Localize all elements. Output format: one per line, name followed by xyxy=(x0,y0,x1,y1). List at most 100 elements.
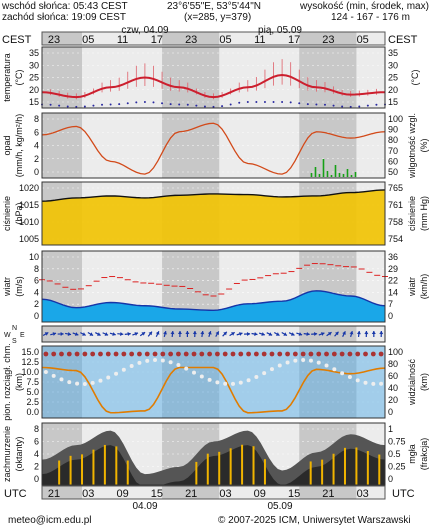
cloud-top-dot xyxy=(113,351,119,357)
rain-bar xyxy=(342,174,345,177)
cloud-top-dot xyxy=(370,351,376,357)
fog-bar xyxy=(126,460,129,485)
bottom-hour-tick: 09 xyxy=(116,488,128,500)
wind-arrow xyxy=(266,332,273,336)
zone-left-label: CEST xyxy=(2,34,32,46)
cloud-mid-dot xyxy=(59,377,64,382)
right-axis-unit: (km) xyxy=(419,373,429,391)
cloud-top-dot xyxy=(261,351,267,357)
rain-bar xyxy=(354,172,357,177)
dew-point-dot xyxy=(212,105,215,108)
bottom-hour-tick: 21 xyxy=(48,488,60,500)
wind-arrow xyxy=(244,332,251,336)
panel-1-night-band xyxy=(162,113,220,178)
dew-point-dot xyxy=(332,104,335,107)
wind-arrow-head xyxy=(290,332,295,336)
top-time-strip-night-band xyxy=(299,32,357,45)
wind-arrow xyxy=(229,331,236,337)
pressure-area xyxy=(42,189,385,245)
right-axis-tick: 36 xyxy=(388,252,398,262)
rain-bar xyxy=(318,174,321,177)
dew-point-dot xyxy=(366,104,369,107)
wind-arrow-head xyxy=(44,332,49,336)
cloud-top-dot xyxy=(355,351,361,357)
left-axis-tick: 15.0 xyxy=(21,347,39,357)
dew-point-dot xyxy=(161,102,164,105)
wind-arrow-head xyxy=(275,332,280,336)
fog-bar xyxy=(366,451,369,485)
cloud-top-dot xyxy=(121,351,127,357)
dew-point-dot xyxy=(178,103,181,106)
fog-bar xyxy=(92,449,95,485)
dew-point-dot xyxy=(101,103,104,106)
dew-point-dot xyxy=(246,101,249,103)
cloud-mid-dot xyxy=(308,358,313,363)
pressure-line xyxy=(41,189,386,202)
wind-arrow-head xyxy=(185,331,190,335)
cloud-top-dot xyxy=(339,351,345,357)
footer-email[interactable]: meteo@icm.edu.pl xyxy=(8,515,92,526)
left-axis-tick: 1010 xyxy=(19,217,39,227)
cloud-mid-dot xyxy=(168,360,173,365)
bottom-hour-tick: 15 xyxy=(288,488,300,500)
dew-point-dot xyxy=(186,103,189,106)
right-axis-label: widzialność xyxy=(407,358,417,406)
rain-bar xyxy=(314,167,317,177)
top-hour-tick: 23 xyxy=(322,34,334,46)
dew-point-dot xyxy=(58,104,61,107)
right-axis-tick: 40 xyxy=(388,383,398,393)
right-axis-tick: 29 xyxy=(388,264,398,274)
cloud-mid-dot xyxy=(371,381,376,386)
zone-right-label: CEST xyxy=(388,34,418,46)
dew-point-dot xyxy=(349,105,352,108)
cloud-top-dot xyxy=(292,351,298,357)
left-axis-tick: 6 xyxy=(34,276,39,286)
wind-arrow xyxy=(200,330,205,338)
day1-label: czw, 04.09 xyxy=(121,25,169,36)
wind-arrow xyxy=(87,331,94,337)
right-axis-tick: 20 xyxy=(388,395,398,405)
cloud-mid-dot xyxy=(301,358,306,363)
wind-arrow-head xyxy=(200,331,205,335)
wind-arrow xyxy=(177,330,182,338)
cloud-mid-dot xyxy=(230,381,235,386)
top-time-strip-night-band xyxy=(162,32,220,45)
bottom-hour-tick: 21 xyxy=(185,488,197,500)
right-axis-tick: 60 xyxy=(388,156,398,166)
right-axis-unit: (°C) xyxy=(410,69,420,85)
right-axis-tick: 90 xyxy=(388,125,398,135)
left-axis-tick: 8 xyxy=(34,114,39,124)
wind-arrow-head xyxy=(112,332,116,336)
right-axis-label: mgła xyxy=(407,444,417,464)
wind-arrow xyxy=(65,332,72,336)
cloud-top-dot xyxy=(331,351,337,357)
dew-point-dot xyxy=(238,101,241,104)
cloud-mid-dot xyxy=(223,381,228,386)
right-axis-tick: 35 xyxy=(388,48,398,58)
fog-bar xyxy=(81,454,84,485)
top-hour-tick: 11 xyxy=(117,34,128,46)
dew-point-dot xyxy=(169,103,172,106)
cloud-mid-dot xyxy=(90,380,95,385)
wind-arrow xyxy=(139,331,146,337)
wind-arrow xyxy=(170,330,175,338)
cloud-top-dot xyxy=(300,351,306,357)
wind-arrow xyxy=(222,331,228,337)
rain-bar xyxy=(350,175,353,177)
left-axis-tick: 2 xyxy=(34,154,39,164)
top-hour-tick: 23 xyxy=(185,34,197,46)
cloud-mid-dot xyxy=(254,374,259,379)
dew-point-dot xyxy=(375,103,378,106)
right-axis-unit: (frakcja) xyxy=(419,438,429,471)
wind-arrow-head xyxy=(283,332,287,336)
wind-arrow-head xyxy=(82,332,86,336)
wind-arrow-head xyxy=(335,331,339,336)
right-axis-unit: (km/h) xyxy=(419,274,429,300)
wind-arrow xyxy=(379,330,384,338)
wind-arrow-head xyxy=(364,331,369,335)
compass-s: S xyxy=(12,338,17,345)
left-axis-tick: 0 xyxy=(34,167,39,177)
cloud-top-dot xyxy=(230,351,236,357)
fog-bar xyxy=(263,459,266,485)
